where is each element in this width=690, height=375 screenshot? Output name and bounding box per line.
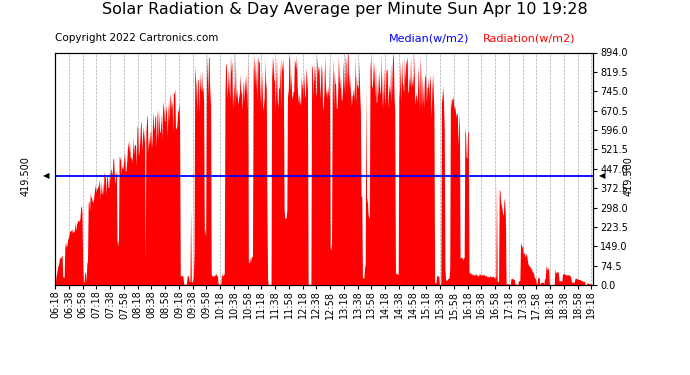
Text: ◀: ◀ (599, 171, 605, 180)
Text: 419.500: 419.500 (21, 156, 30, 196)
Text: Copyright 2022 Cartronics.com: Copyright 2022 Cartronics.com (55, 33, 219, 43)
Text: 419.500: 419.500 (623, 156, 633, 196)
Text: ◀: ◀ (43, 171, 50, 180)
Text: Radiation(w/m2): Radiation(w/m2) (483, 33, 575, 43)
Text: Median(w/m2): Median(w/m2) (389, 33, 469, 43)
Text: Solar Radiation & Day Average per Minute Sun Apr 10 19:28: Solar Radiation & Day Average per Minute… (102, 2, 588, 17)
